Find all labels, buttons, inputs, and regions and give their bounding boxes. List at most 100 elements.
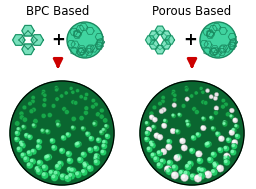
Circle shape [19, 140, 25, 146]
Circle shape [68, 168, 70, 170]
Circle shape [184, 163, 192, 171]
Circle shape [223, 153, 230, 160]
Circle shape [51, 145, 58, 151]
Circle shape [76, 89, 80, 93]
Circle shape [176, 130, 178, 132]
Circle shape [65, 176, 68, 179]
Circle shape [80, 151, 87, 158]
Circle shape [88, 166, 90, 169]
Circle shape [214, 164, 216, 166]
Circle shape [146, 127, 152, 132]
Circle shape [234, 133, 241, 139]
Circle shape [99, 130, 105, 136]
Circle shape [84, 164, 86, 166]
Circle shape [217, 147, 224, 153]
Circle shape [183, 170, 190, 178]
Circle shape [93, 145, 100, 152]
Circle shape [149, 115, 154, 120]
Circle shape [175, 129, 181, 135]
Circle shape [85, 131, 91, 137]
Circle shape [29, 109, 34, 114]
Circle shape [66, 133, 68, 135]
Circle shape [161, 159, 163, 162]
Circle shape [47, 155, 49, 157]
Circle shape [158, 101, 162, 106]
Circle shape [20, 152, 27, 159]
Circle shape [144, 136, 150, 143]
Circle shape [223, 155, 230, 162]
Circle shape [53, 170, 60, 178]
Circle shape [161, 95, 165, 100]
Circle shape [14, 136, 20, 143]
Circle shape [200, 125, 206, 131]
Circle shape [201, 116, 206, 122]
Circle shape [27, 163, 30, 166]
Circle shape [234, 124, 239, 129]
Circle shape [216, 132, 218, 134]
Circle shape [219, 137, 222, 139]
Circle shape [197, 152, 199, 154]
Circle shape [59, 173, 67, 181]
Circle shape [74, 142, 81, 148]
Circle shape [67, 22, 103, 58]
Circle shape [230, 115, 232, 117]
Polygon shape [165, 36, 175, 44]
Circle shape [161, 123, 167, 129]
Circle shape [43, 93, 47, 97]
Circle shape [186, 120, 188, 122]
Circle shape [209, 115, 214, 121]
Circle shape [40, 128, 46, 134]
Circle shape [214, 110, 218, 115]
Circle shape [199, 167, 207, 174]
Circle shape [36, 160, 44, 167]
Circle shape [192, 107, 197, 111]
Circle shape [83, 162, 86, 165]
Circle shape [145, 137, 147, 140]
Circle shape [182, 146, 184, 148]
Circle shape [22, 125, 24, 127]
Circle shape [201, 90, 205, 94]
Circle shape [31, 107, 36, 112]
Circle shape [27, 134, 33, 140]
Circle shape [79, 115, 84, 121]
Polygon shape [149, 41, 159, 49]
Circle shape [95, 112, 100, 117]
Circle shape [212, 163, 220, 170]
Circle shape [161, 99, 165, 104]
Circle shape [103, 140, 105, 143]
Circle shape [41, 164, 48, 171]
Circle shape [28, 101, 32, 106]
Circle shape [181, 104, 186, 108]
Circle shape [17, 147, 20, 149]
Circle shape [51, 174, 58, 181]
Circle shape [147, 128, 149, 130]
Circle shape [58, 162, 61, 164]
Circle shape [82, 161, 89, 168]
Circle shape [35, 168, 43, 175]
Circle shape [154, 133, 160, 139]
Circle shape [205, 143, 208, 145]
Circle shape [207, 142, 209, 144]
Circle shape [82, 163, 90, 170]
Circle shape [168, 161, 170, 163]
Circle shape [61, 174, 63, 177]
Circle shape [204, 171, 212, 178]
Circle shape [55, 88, 59, 92]
Circle shape [235, 125, 237, 127]
Polygon shape [31, 35, 44, 45]
Circle shape [25, 134, 27, 136]
Circle shape [160, 148, 167, 155]
Circle shape [42, 98, 47, 102]
Circle shape [66, 166, 74, 174]
Circle shape [175, 154, 182, 160]
Circle shape [200, 168, 203, 171]
Circle shape [76, 172, 78, 175]
Circle shape [164, 166, 172, 173]
Polygon shape [155, 26, 165, 35]
Circle shape [88, 148, 91, 150]
Circle shape [201, 126, 204, 128]
Circle shape [173, 165, 175, 168]
Circle shape [101, 143, 108, 149]
Circle shape [64, 91, 68, 95]
Circle shape [31, 149, 34, 152]
